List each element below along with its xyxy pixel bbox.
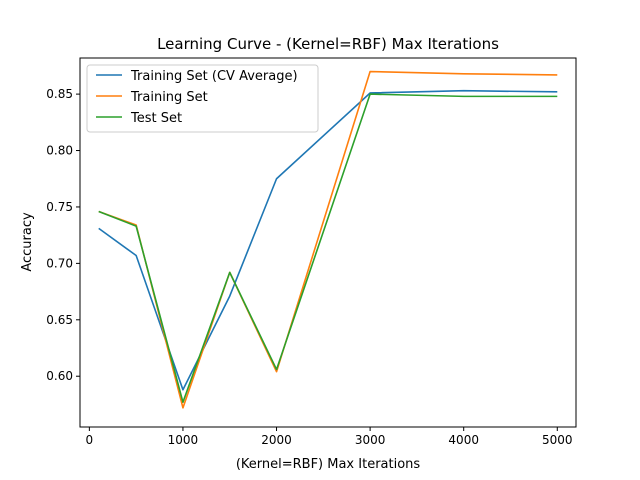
- y-tick-label: 0.65: [46, 313, 73, 327]
- x-tick-label: 1000: [168, 433, 199, 447]
- x-tick-label: 4000: [448, 433, 479, 447]
- x-tick-label: 5000: [542, 433, 573, 447]
- legend-entry-1: Training Set: [130, 90, 208, 105]
- y-axis-label: Accuracy: [20, 212, 35, 272]
- series-line-0: [98, 89, 558, 391]
- y-tick-label: 0.70: [46, 256, 73, 270]
- x-tick-label: 2000: [261, 433, 292, 447]
- y-tick-label: 0.60: [46, 369, 73, 383]
- y-tick-label: 0.80: [46, 144, 73, 158]
- series-line-2: [98, 93, 558, 403]
- x-tick-label: 3000: [355, 433, 386, 447]
- plot-series-group: [98, 70, 558, 409]
- x-axis-ticks: 0 1000 2000 3000 4000 5000: [86, 427, 573, 447]
- legend: Training Set (CV Average) Training Set Tes…: [86, 64, 319, 133]
- legend-entry-0: Training Set (CV Average): [130, 69, 298, 84]
- legend-box: [86, 64, 319, 133]
- x-tick-label: 0: [86, 433, 94, 447]
- plot-frame: [79, 57, 577, 428]
- y-axis-ticks: 0.60 0.65 0.70 0.75 0.80 0.85: [46, 87, 80, 383]
- y-tick-label: 0.75: [46, 200, 73, 214]
- chart-title: Learning Curve - (Kernel=RBF) Max Iterat…: [157, 35, 499, 53]
- legend-entry-2: Test Set: [130, 111, 182, 126]
- y-tick-label: 0.85: [46, 87, 73, 101]
- x-axis-label: (Kernel=RBF) Max Iterations: [236, 457, 421, 472]
